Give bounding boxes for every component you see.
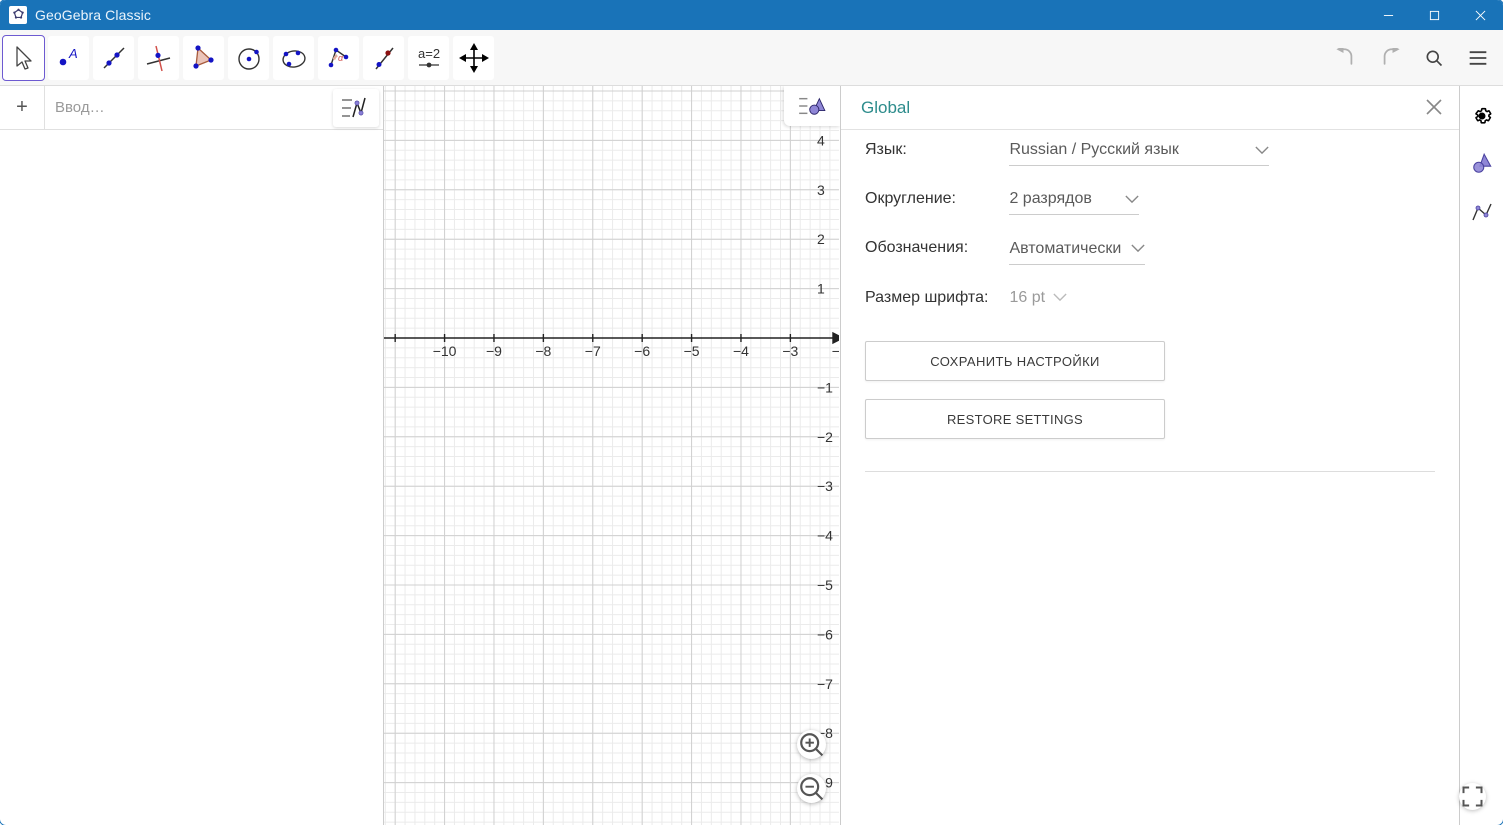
- svg-text:−1: −1: [817, 379, 833, 395]
- svg-text:1: 1: [817, 281, 825, 297]
- svg-text:−6: −6: [634, 343, 650, 359]
- svg-text:A: A: [68, 46, 78, 61]
- svg-text:−7: −7: [817, 676, 833, 692]
- svg-text:−8: −8: [535, 343, 551, 359]
- svg-text:−3: −3: [817, 478, 833, 494]
- svg-text:−5: −5: [684, 343, 700, 359]
- svg-text:−6: −6: [817, 626, 833, 642]
- svg-text:a=2: a=2: [418, 46, 440, 61]
- svg-text:4: 4: [817, 132, 825, 148]
- svg-text:−7: −7: [585, 343, 601, 359]
- svg-text:−4: −4: [817, 528, 833, 544]
- svg-text:−5: −5: [817, 577, 833, 593]
- svg-text:−4: −4: [733, 343, 749, 359]
- svg-text:α: α: [338, 53, 344, 63]
- svg-text:−2: −2: [832, 343, 839, 359]
- svg-text:−10: −10: [433, 343, 457, 359]
- svg-text:2: 2: [817, 231, 825, 247]
- svg-text:−2: −2: [817, 429, 833, 445]
- svg-text:−3: −3: [782, 343, 798, 359]
- svg-text:−9: −9: [486, 343, 502, 359]
- svg-text:3: 3: [817, 182, 825, 198]
